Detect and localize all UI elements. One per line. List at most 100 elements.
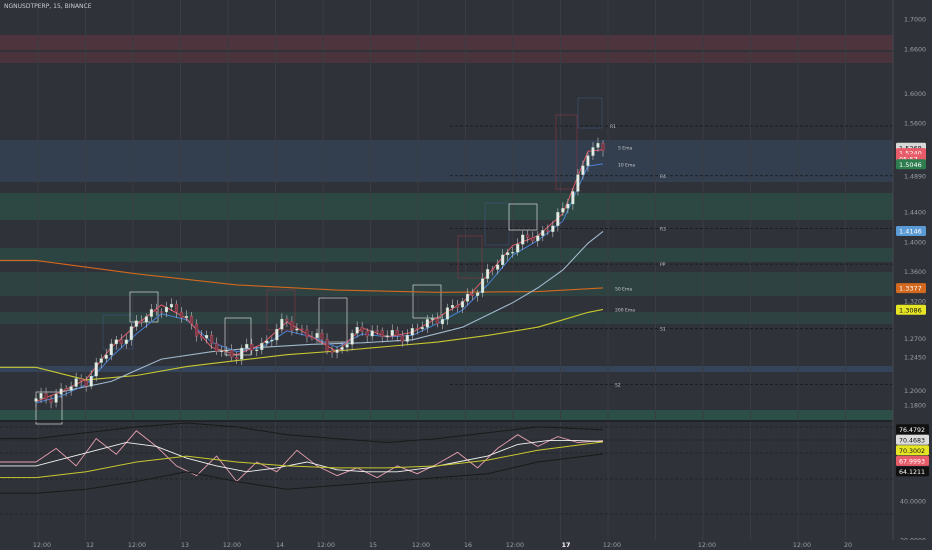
candle	[330, 350, 334, 353]
x-tick-label: 16	[464, 542, 472, 549]
x-tick-label: 12:00	[223, 542, 241, 549]
level-label: S2	[615, 382, 621, 388]
rsi-value-tag	[896, 445, 929, 456]
candle	[270, 339, 274, 342]
candle	[285, 318, 289, 322]
candle	[435, 318, 439, 325]
price-tag	[896, 304, 926, 315]
candle	[536, 235, 540, 242]
y-tick-label: 1.3600	[904, 269, 926, 276]
rsi-value-tag-label: 76.4792	[899, 427, 925, 434]
candle	[556, 212, 560, 226]
candle	[39, 393, 43, 399]
rsi-value-tag-label: 64.1211	[899, 469, 925, 476]
candle	[390, 330, 394, 336]
candle	[425, 319, 429, 328]
candle	[179, 311, 184, 318]
candle	[164, 306, 169, 313]
rsi-value-tag-label: 70.4683	[899, 437, 925, 444]
sr-zone	[0, 366, 893, 372]
rsi-value-tag	[896, 455, 929, 466]
price-tag-label: 1.3086	[899, 306, 922, 314]
candle	[205, 335, 209, 339]
range-box	[555, 114, 578, 190]
candle	[481, 278, 485, 293]
candle	[460, 301, 465, 308]
candle	[310, 336, 314, 339]
candle	[149, 309, 153, 317]
candle	[69, 386, 73, 391]
candle	[275, 329, 279, 341]
candle	[521, 234, 525, 245]
candle	[195, 323, 199, 337]
candle	[210, 335, 214, 344]
candle	[235, 357, 239, 360]
candle	[360, 327, 364, 332]
candle	[410, 328, 414, 336]
price-tag	[896, 159, 926, 170]
candle	[260, 342, 264, 350]
y-tick-label: 1.4890	[904, 173, 926, 180]
candle	[501, 254, 505, 266]
price-tag-label: 1.5240	[899, 150, 922, 158]
level-label: R3	[660, 226, 666, 232]
ema800-line	[0, 259, 604, 293]
candle	[355, 327, 359, 334]
range-box	[412, 284, 442, 319]
candle	[59, 388, 63, 395]
candle	[365, 331, 369, 337]
candle	[159, 311, 163, 313]
candle	[220, 350, 224, 352]
candle	[395, 330, 399, 336]
sr-zone	[0, 35, 893, 50]
level-label: 5 Ema	[618, 146, 633, 152]
candle	[79, 378, 83, 381]
candle	[531, 237, 535, 242]
rsi-ma-line	[0, 441, 604, 479]
y-tick-label: 1.4000	[904, 239, 926, 246]
candle	[470, 293, 475, 296]
price-tag-label: 1.3377	[899, 285, 922, 293]
candle	[295, 328, 299, 331]
candle	[215, 343, 219, 352]
candle	[586, 155, 590, 166]
y-tick-label: 1.4400	[904, 210, 926, 217]
range-box	[457, 235, 483, 279]
x-tick-label: 12:00	[317, 542, 335, 549]
candle	[104, 354, 108, 359]
candle	[109, 343, 113, 356]
rsi-line	[0, 430, 604, 483]
candle	[280, 318, 284, 330]
candle	[601, 143, 605, 151]
candle	[335, 349, 339, 353]
candle	[139, 320, 143, 323]
x-tick-label: 12:00	[698, 542, 716, 549]
candle	[184, 316, 189, 318]
price-tag	[896, 283, 926, 294]
candle	[385, 335, 389, 337]
x-tick-label: 12:00	[412, 542, 430, 549]
x-tick-label: 12:00	[33, 542, 51, 549]
price-tag-label: 1.4146	[899, 228, 922, 236]
x-tick-label: 13	[181, 542, 189, 549]
x-tick-label: 15	[369, 542, 377, 549]
candle	[290, 321, 294, 331]
candle	[546, 230, 550, 232]
y-tick-label: 1.7000	[904, 17, 926, 24]
candle	[465, 293, 470, 302]
range-box	[35, 391, 63, 425]
x-tick-label: 12:00	[506, 542, 524, 549]
level-label: S1	[660, 327, 666, 333]
x-tick-label: 17	[562, 542, 571, 549]
x-tick-label: 14	[276, 542, 284, 549]
y-tick-label: 1.5600	[904, 121, 926, 128]
candle	[375, 330, 379, 332]
sr-zone	[0, 248, 893, 262]
level-label: R4	[660, 174, 666, 180]
rsi-value-tag-label: 67.9993	[899, 458, 925, 465]
candle	[240, 347, 244, 360]
level-label: PP	[660, 262, 666, 268]
sr-zone	[0, 410, 893, 420]
sr-zone	[0, 52, 893, 63]
